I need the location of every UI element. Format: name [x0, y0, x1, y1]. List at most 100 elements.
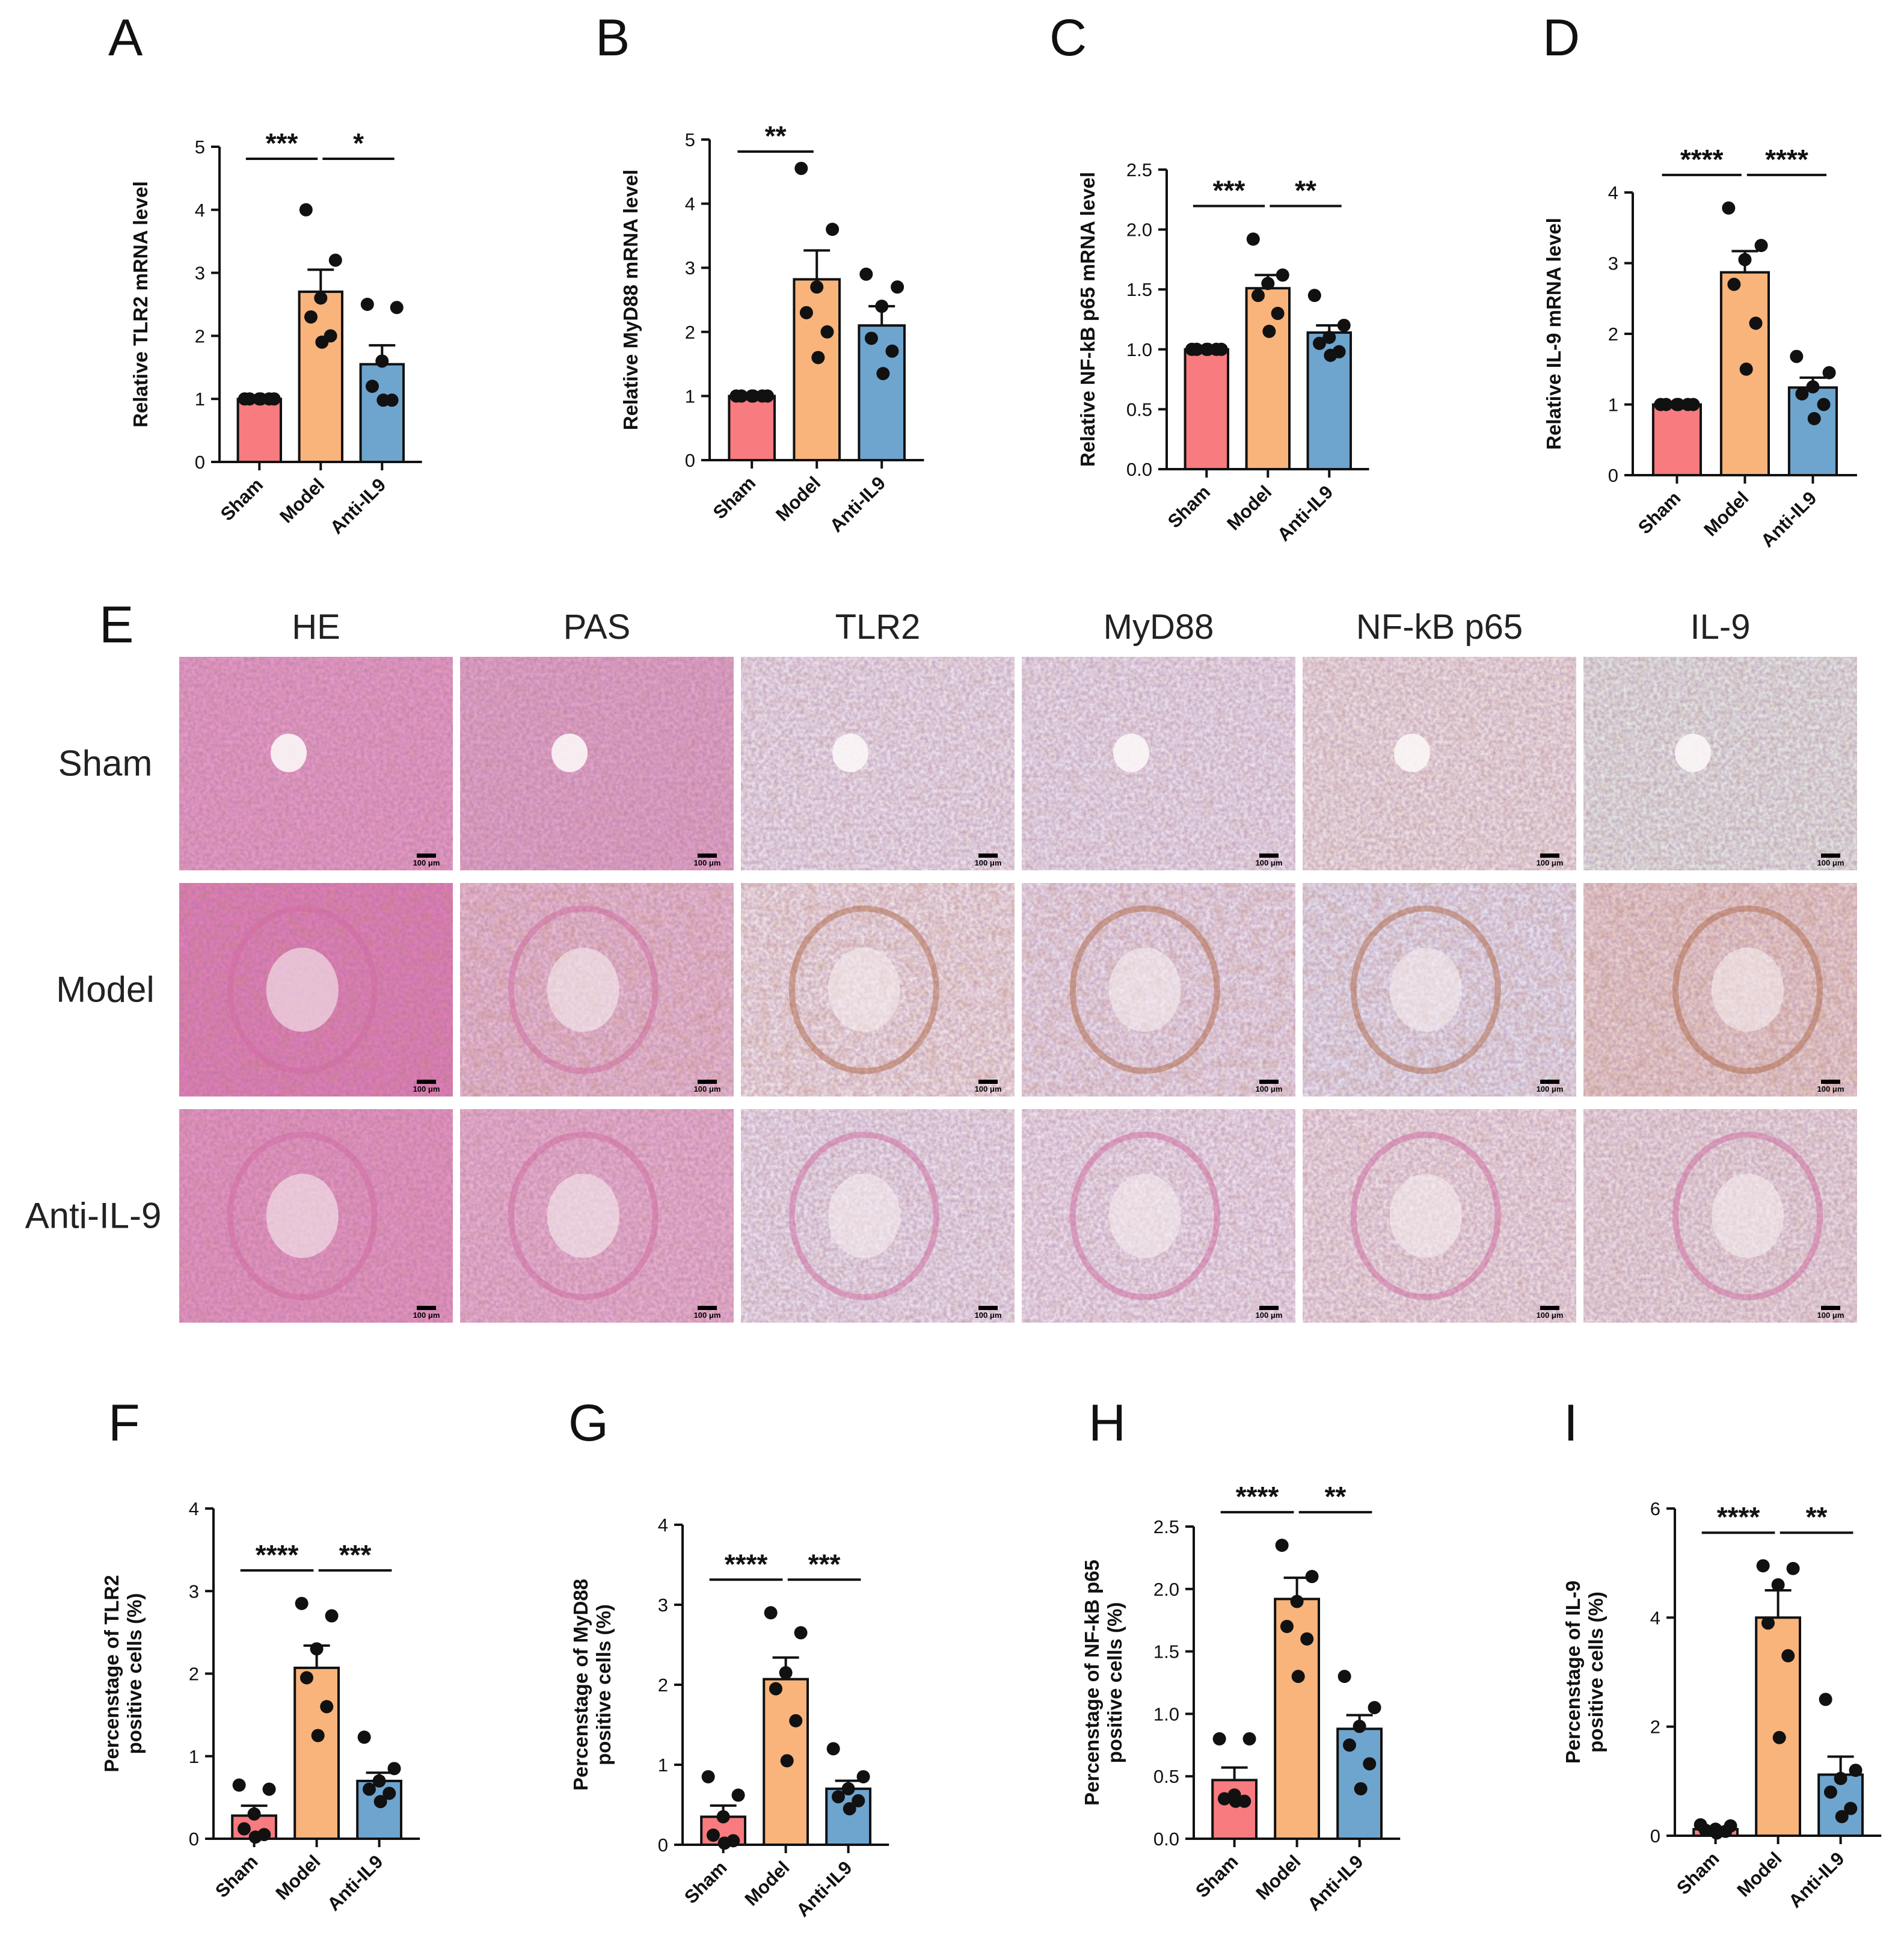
bar-sham [1184, 348, 1229, 470]
lesion-outline [1069, 1131, 1220, 1300]
y-tick-label: 4 [685, 194, 695, 215]
scale-bar-label: 100 μm [975, 858, 1002, 867]
data-point [1781, 1649, 1795, 1662]
data-point [390, 301, 404, 315]
data-point [1307, 289, 1321, 303]
data-point [1795, 387, 1809, 401]
category-label: Sham [217, 474, 267, 524]
micrograph-model-pas: 100 μm [460, 883, 734, 1097]
bar-sham [236, 398, 283, 464]
data-point [820, 325, 834, 339]
data-point [1786, 1561, 1800, 1575]
data-point [843, 1802, 856, 1816]
data-point [254, 392, 268, 406]
data-point [1246, 232, 1260, 246]
panel-letter-i: I [1564, 1394, 1578, 1452]
data-point [1217, 1792, 1231, 1806]
histology-row-label: Model [56, 970, 154, 1010]
scale-bar [698, 854, 717, 858]
y-tick-label: 2 [658, 1675, 668, 1696]
scale-bar-label: 100 μm [1817, 858, 1844, 867]
data-point [311, 1729, 325, 1742]
y-axis-label: Relative MyD88 mRNA level [619, 170, 642, 430]
micrograph-texture [1022, 657, 1295, 870]
data-point [1823, 1785, 1837, 1799]
data-point [248, 1830, 262, 1844]
category-label: Model [271, 1851, 324, 1904]
micrograph-sham-tlr2: 100 μm [741, 657, 1015, 870]
data-point [373, 1795, 387, 1809]
scale-bar-label: 100 μm [1256, 1311, 1283, 1320]
y-axis-label: Percenstage of NF-kB p65 [1081, 1560, 1103, 1806]
histology-column-header: HE [292, 607, 340, 647]
category-label: Sham [1672, 1848, 1723, 1898]
data-point [856, 1770, 870, 1783]
data-point [701, 1770, 715, 1783]
data-point [1290, 1595, 1304, 1608]
micrograph-sham-pas: 100 μm [460, 657, 734, 870]
data-point [376, 393, 390, 407]
data-point [811, 351, 825, 364]
y-tick-label: 4 [195, 200, 205, 221]
y-tick-label: 2.5 [1153, 1516, 1179, 1537]
data-point [310, 1642, 324, 1656]
micrograph-anti-il-9-pas: 100 μm [460, 1109, 734, 1323]
micrograph-texture [1583, 657, 1857, 870]
y-tick-label: 4 [189, 1498, 199, 1519]
category-label: Anti-IL9 [326, 474, 390, 538]
panel-letter-b: B [595, 9, 630, 67]
y-tick-label: 1.5 [1126, 279, 1152, 300]
significance-label: **** [1680, 144, 1724, 175]
lesion-outline [227, 1131, 378, 1300]
y-tick-label: 3 [658, 1595, 668, 1616]
micrograph-sham-he: 100 μm [179, 657, 453, 870]
data-point [731, 1788, 745, 1802]
y-tick-label: 2.5 [1126, 159, 1152, 180]
scale-bar [1259, 1080, 1279, 1084]
significance-label: ** [1295, 175, 1316, 206]
significance-label: *** [266, 128, 298, 159]
y-tick-label: 1 [189, 1746, 199, 1767]
data-point [1242, 1732, 1256, 1746]
data-point [1722, 201, 1736, 215]
y-tick-label: 0 [658, 1835, 668, 1856]
scale-bar-label: 100 μm [1256, 858, 1283, 867]
micrograph-anti-il-9-myd88: 100 μm [1022, 1109, 1295, 1323]
data-point [295, 1596, 309, 1610]
significance-label: ** [765, 120, 787, 152]
data-point [375, 354, 389, 368]
data-point [779, 1666, 793, 1680]
micrograph-anti-il-9-il-9: 100 μm [1583, 1109, 1857, 1323]
data-point [1337, 1670, 1351, 1684]
data-point [315, 335, 329, 349]
micrograph-sham-myd88: 100 μm [1022, 657, 1295, 870]
data-point [859, 267, 873, 281]
micrograph-model-nf-kb-p65: 100 μm [1303, 883, 1576, 1097]
scale-bar [1821, 854, 1840, 858]
data-point [852, 1794, 865, 1807]
data-point [1280, 1620, 1294, 1634]
data-point [1844, 1801, 1858, 1815]
y-tick-label: 4 [658, 1515, 668, 1536]
data-point [1305, 1570, 1319, 1584]
data-point [1312, 336, 1326, 350]
bar-model [1755, 1616, 1801, 1837]
panel-letter-e: E [99, 596, 134, 654]
scale-bar [1540, 1306, 1559, 1310]
lesion-core [1108, 1173, 1181, 1258]
y-tick-label: 0 [685, 450, 695, 471]
micrograph-sham-nf-kb-p65: 100 μm [1303, 657, 1576, 870]
y-tick-label: 1 [195, 389, 205, 410]
y-tick-label: 0.0 [1153, 1829, 1179, 1850]
scale-bar [978, 1306, 998, 1310]
data-point [1756, 1559, 1770, 1573]
vessel-lumen [1394, 733, 1430, 772]
data-point [1819, 1693, 1832, 1706]
data-point [262, 1782, 276, 1796]
data-point [1262, 324, 1276, 338]
data-point [247, 1807, 261, 1821]
data-point [1271, 307, 1285, 321]
vessel-lumen [832, 733, 868, 772]
